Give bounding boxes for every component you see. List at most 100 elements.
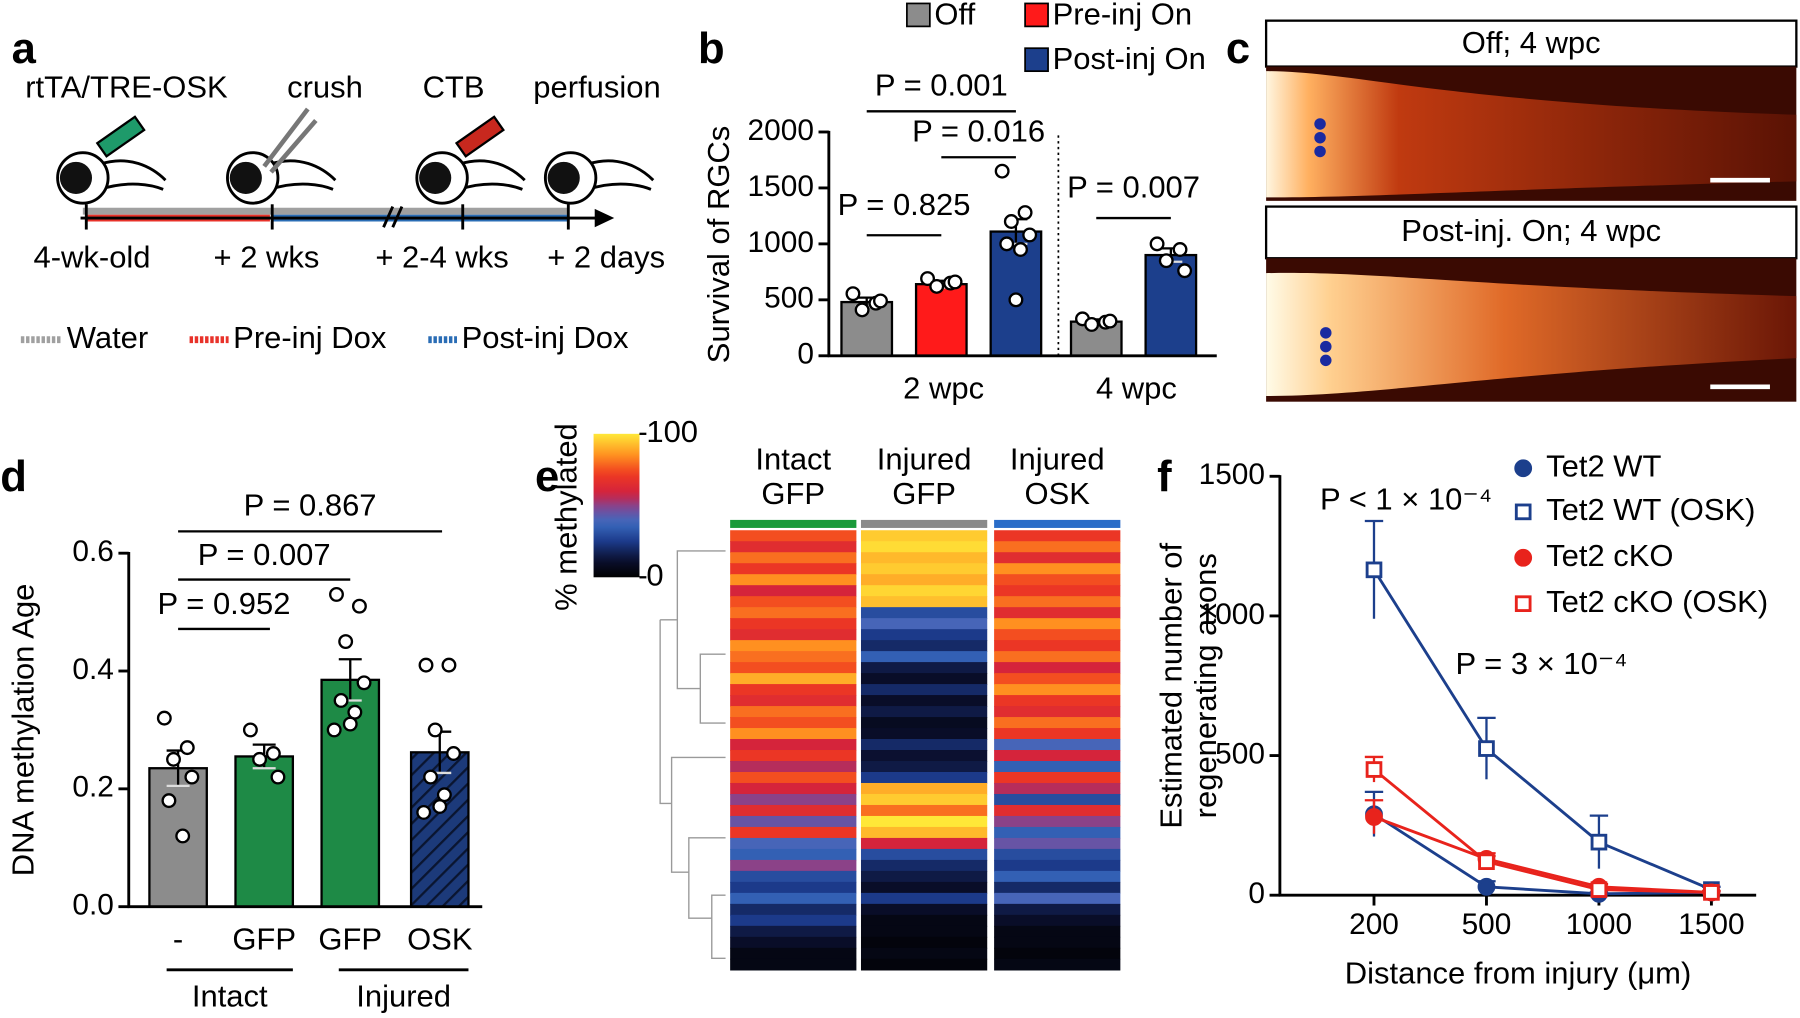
panel-label: a xyxy=(12,25,37,73)
p-value: P = 3 × 10⁻⁴ xyxy=(1455,646,1627,681)
marker xyxy=(1477,877,1496,896)
heatmap-cell xyxy=(860,804,988,817)
heatmap-cell xyxy=(860,662,988,674)
forceps xyxy=(262,107,318,174)
arrow-head xyxy=(594,208,615,228)
data-point xyxy=(333,693,349,708)
legend-label: Tet2 cKO (OSK) xyxy=(1546,584,1768,619)
heatmap-cell xyxy=(730,706,857,718)
heatmap-cell xyxy=(730,640,857,652)
data-point xyxy=(1149,236,1165,252)
time-label: + 2 days xyxy=(547,240,665,275)
y-tick-label: 1000 xyxy=(1199,598,1265,631)
heatmap-cell xyxy=(860,793,988,806)
column-label: Injured xyxy=(877,442,972,477)
data-point xyxy=(854,302,870,318)
y-tick-label: 0.6 xyxy=(72,535,113,568)
y-axis-label: Survival of RGCs xyxy=(701,126,736,363)
heatmap-cell xyxy=(730,859,857,872)
heatmap-cell xyxy=(860,563,988,575)
bar xyxy=(409,751,470,908)
heatmap-cell xyxy=(860,552,988,564)
data-point xyxy=(873,293,888,309)
heatmap-cell xyxy=(994,530,1121,542)
heatmap-cell xyxy=(994,717,1121,729)
legend-label: Post-inj Dox xyxy=(462,320,629,355)
panel-label: f xyxy=(1157,453,1172,501)
heatmap-cell xyxy=(860,761,988,773)
y-tick-label: 500 xyxy=(1215,737,1265,770)
heatmap-cell xyxy=(860,826,988,839)
data-point xyxy=(999,236,1015,252)
image-title-box xyxy=(1264,19,1798,68)
data-point xyxy=(432,799,448,814)
heatmap-cell xyxy=(860,837,988,850)
p-value: P = 0.952 xyxy=(158,586,291,621)
legend-swatch xyxy=(1024,47,1049,73)
water-bar xyxy=(82,207,569,215)
heatmap-cell xyxy=(860,706,988,718)
step-label: perfusion xyxy=(533,70,660,105)
heatmap-cell xyxy=(994,574,1121,586)
series-line xyxy=(1372,569,1712,891)
data-point xyxy=(947,274,963,290)
data-point xyxy=(175,828,191,844)
heatmap-cell xyxy=(994,903,1121,916)
heatmap-cell xyxy=(994,750,1121,762)
data-point xyxy=(1177,263,1193,279)
series-line xyxy=(1373,815,1712,894)
heatmap-cell xyxy=(994,925,1121,938)
nerve xyxy=(1266,71,1797,198)
heatmap-cell xyxy=(994,607,1121,619)
colorbar-tick-label: 0 xyxy=(646,557,663,592)
heatmap-cell xyxy=(860,848,988,861)
data-point xyxy=(994,163,1010,179)
heatmap-cell xyxy=(994,848,1121,861)
heatmap-cell xyxy=(860,936,988,949)
data-point xyxy=(270,769,286,785)
legend-label: Pre-inj On xyxy=(1053,0,1192,31)
y-tick-label: 2000 xyxy=(748,114,814,147)
heatmap-cell xyxy=(730,947,857,960)
heatmap-cell xyxy=(994,706,1121,718)
heatmap-cell xyxy=(994,892,1121,905)
heatmap-cell xyxy=(994,936,1121,949)
y-axis-label: regenerating axons xyxy=(1188,553,1223,818)
data-point xyxy=(1172,242,1188,257)
heatmap-cell xyxy=(860,870,988,883)
heatmap-cell xyxy=(994,728,1121,740)
data-point xyxy=(326,722,342,738)
heatmap-cell xyxy=(860,695,988,707)
group-label: Intact xyxy=(192,979,268,1014)
column-label: OSK xyxy=(1025,476,1091,511)
data-point xyxy=(1102,313,1118,329)
heatmap-cell xyxy=(860,771,988,784)
pupil xyxy=(59,161,93,194)
data-point xyxy=(161,793,177,809)
data-point xyxy=(446,746,462,761)
axis-break xyxy=(382,206,404,228)
p-value: P = 0.867 xyxy=(244,487,377,522)
column-label: Injured xyxy=(1010,442,1105,477)
data-point xyxy=(929,278,945,294)
column-bar xyxy=(994,519,1121,528)
column-bar xyxy=(860,519,988,528)
x-tick-label: GFP xyxy=(232,921,296,956)
x-axis-label: Distance from injury (μm) xyxy=(1345,956,1692,991)
heatmap-cell xyxy=(730,903,857,916)
heatmap-cell xyxy=(860,651,988,663)
y-axis-label: DNA methylation Age xyxy=(6,584,41,877)
marker xyxy=(1478,740,1495,757)
time-label: + 2 wks xyxy=(214,240,320,275)
colorbar-tick-label: 100 xyxy=(646,414,698,449)
optic-nerve xyxy=(458,159,526,191)
step-label: rtTA/TRE-OSK xyxy=(25,70,228,105)
heatmap-cell xyxy=(730,815,857,828)
marker xyxy=(1514,459,1533,478)
heatmap-cell xyxy=(730,925,857,938)
heatmap-cell xyxy=(730,695,857,707)
y-tick-label: 1500 xyxy=(1199,458,1265,491)
heatmap-cell xyxy=(994,761,1121,773)
data-point xyxy=(1008,292,1024,308)
